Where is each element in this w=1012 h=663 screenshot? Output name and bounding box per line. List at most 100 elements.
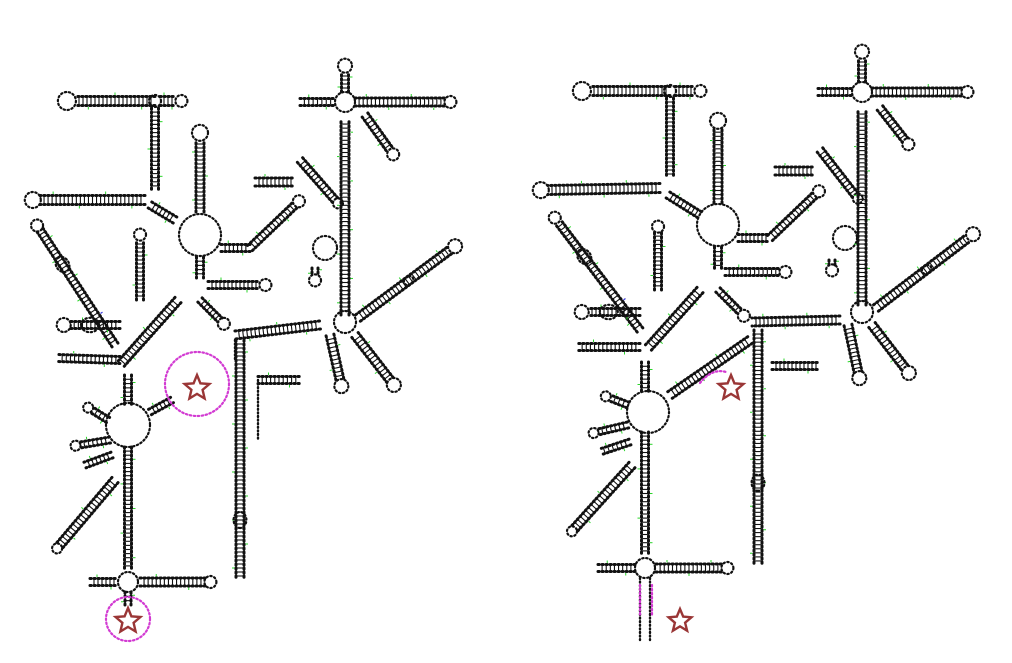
- helix-stem: [198, 298, 230, 330]
- pair-tick: [624, 449, 625, 451]
- base-pair: [602, 429, 603, 433]
- base-pair: [684, 303, 688, 307]
- base-pair: [406, 279, 410, 284]
- base-pair: [675, 388, 678, 393]
- base-pair: [558, 224, 562, 227]
- base-pair: [649, 343, 653, 347]
- pair-tick: [169, 407, 170, 409]
- base-pair: [165, 310, 169, 314]
- base-pair: [429, 262, 433, 267]
- base-pair: [606, 286, 610, 289]
- base-pair: [140, 338, 144, 342]
- pair-tick: [159, 202, 160, 204]
- base-pair: [610, 427, 611, 431]
- pair-tick: [885, 331, 887, 333]
- base-pair: [134, 344, 138, 348]
- pair-tick: [102, 338, 104, 339]
- base-pair: [735, 347, 738, 352]
- base-pair: [886, 116, 890, 119]
- multi-loop: [335, 92, 355, 112]
- base-pair: [204, 304, 207, 307]
- pair-tick: [893, 135, 895, 137]
- base-pair: [271, 328, 272, 334]
- pair-tick: [52, 261, 54, 262]
- helix-stem: [148, 108, 163, 190]
- helix-stem: [675, 83, 706, 100]
- base-pair: [107, 455, 108, 459]
- base-pair: [216, 316, 219, 319]
- base-pair: [575, 523, 579, 527]
- hairpin-loop: [387, 148, 399, 160]
- base-pair: [207, 307, 210, 310]
- strand: [772, 198, 817, 241]
- base-pair: [432, 260, 436, 265]
- base-pair: [718, 358, 721, 363]
- base-pair: [137, 341, 141, 345]
- base-pair: [738, 344, 741, 349]
- strand: [123, 303, 181, 368]
- base-pair: [68, 531, 73, 535]
- hairpin-loop: [575, 305, 589, 319]
- base-pair: [621, 443, 622, 447]
- base-pair: [379, 299, 383, 304]
- base-pair: [795, 210, 798, 214]
- helix-stem: [818, 85, 852, 100]
- left-structure-panel: [25, 59, 462, 605]
- base-pair: [877, 303, 881, 308]
- base-pair: [789, 216, 792, 220]
- base-pair: [422, 267, 426, 272]
- hairpin-loop: [83, 403, 93, 413]
- base-pair: [688, 206, 691, 210]
- base-pair: [614, 398, 615, 402]
- pair-tick: [110, 494, 112, 496]
- base-pair: [287, 209, 290, 213]
- base-pair: [898, 360, 903, 364]
- pair-tick: [880, 295, 882, 297]
- base-pair: [708, 365, 711, 370]
- base-pair: [312, 174, 316, 177]
- base-pair: [84, 300, 88, 303]
- star-marker: [669, 609, 692, 631]
- hairpin-loop: [549, 212, 561, 224]
- strand: [752, 316, 840, 318]
- base-pair: [732, 304, 735, 307]
- pair-tick: [840, 187, 842, 189]
- strand: [768, 192, 813, 235]
- base-pair: [336, 375, 342, 376]
- base-pair: [846, 328, 852, 329]
- base-pair: [73, 524, 78, 528]
- base-pair: [841, 177, 845, 180]
- strand: [117, 297, 175, 362]
- base-pair: [695, 291, 699, 295]
- base-pair: [86, 303, 90, 306]
- strand: [252, 208, 297, 251]
- base-pair: [373, 303, 377, 308]
- base-pair: [375, 131, 379, 134]
- base-pair: [584, 514, 588, 518]
- helix-stem: [160, 93, 187, 110]
- strand: [823, 148, 858, 193]
- pair-tick: [399, 278, 400, 280]
- base-pair: [613, 481, 617, 485]
- base-pair: [159, 209, 162, 213]
- helix-stem: [854, 110, 870, 305]
- base-pair: [891, 293, 895, 298]
- base-pair: [596, 273, 600, 276]
- base-pair: [373, 128, 377, 131]
- pair-tick: [679, 194, 680, 196]
- hairpin-loop: [31, 219, 43, 231]
- base-pair: [622, 472, 626, 476]
- base-pair: [603, 493, 607, 497]
- pair-tick: [426, 275, 427, 277]
- base-pair: [145, 332, 149, 336]
- strand: [303, 158, 338, 198]
- base-pair: [445, 250, 449, 255]
- base-pair: [910, 278, 914, 283]
- highlight-circle-left-lower: [106, 597, 150, 641]
- base-pair: [94, 500, 99, 504]
- base-pair: [887, 346, 892, 350]
- base-pair: [662, 328, 666, 332]
- base-pair: [102, 490, 107, 494]
- base-pair: [272, 223, 275, 227]
